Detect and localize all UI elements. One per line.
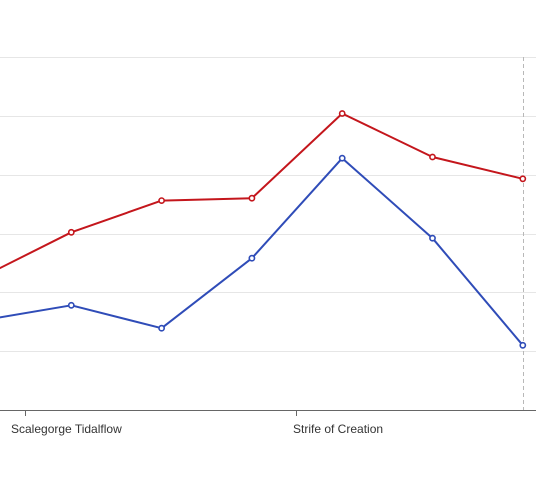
series-1-point[interactable]	[338, 110, 346, 117]
series-lines	[0, 112, 524, 347]
series-1-point[interactable]	[67, 228, 75, 236]
x-axis	[0, 410, 536, 416]
series-2-point[interactable]	[67, 301, 75, 309]
series-2-point[interactable]	[519, 341, 527, 349]
x-tick-labels: Scalegorge Tidalflow Strife of Creation	[11, 422, 383, 436]
gridlines	[0, 57, 536, 352]
x-tick-label: Scalegorge Tidalflow	[11, 422, 122, 436]
series-line-2	[0, 157, 524, 347]
series-1-point[interactable]	[429, 153, 436, 161]
series-2-point[interactable]	[338, 154, 346, 162]
series-2-point[interactable]	[429, 234, 436, 242]
series-2-point[interactable]	[158, 324, 165, 332]
series-1-point[interactable]	[158, 197, 165, 204]
x-tick-label: Strife of Creation	[293, 422, 383, 436]
series-points	[67, 110, 527, 349]
series-1-point[interactable]	[248, 194, 256, 202]
series-1-point[interactable]	[519, 175, 527, 183]
series-2-point[interactable]	[248, 254, 256, 262]
